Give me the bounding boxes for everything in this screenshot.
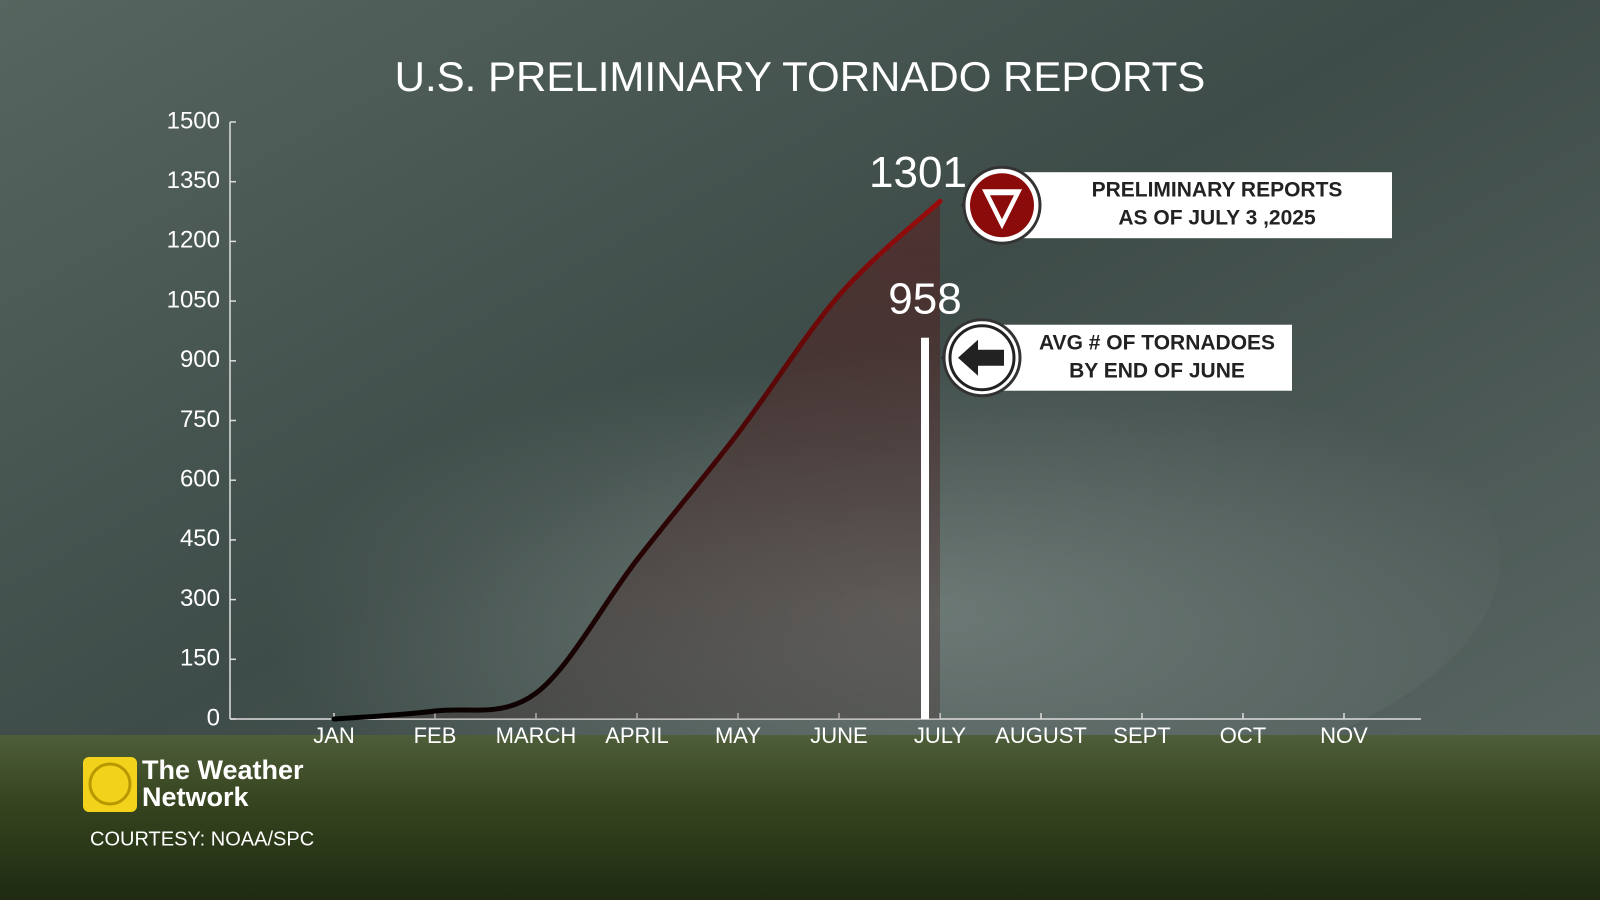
grass — [0, 735, 1600, 900]
y-tick-label: 750 — [180, 406, 220, 433]
area — [334, 201, 940, 719]
callout-box — [992, 324, 1292, 391]
callout-icon — [958, 339, 1004, 376]
brand-globe — [88, 762, 132, 806]
brand-name: The Weather — [142, 755, 304, 785]
x-tick-label: AUGUST — [995, 723, 1087, 748]
line — [331, 198, 943, 722]
x-tick-label: JUNE — [810, 723, 867, 748]
x-tick-label: APRIL — [605, 723, 669, 748]
x-tick-label: OCT — [1220, 723, 1266, 748]
y-tick-label: 900 — [180, 346, 220, 373]
x-tick-label: FEB — [414, 723, 457, 748]
y-tick-label: 1200 — [167, 227, 220, 254]
y-tick-label: 150 — [180, 645, 220, 672]
y-tick-label: 1500 — [167, 107, 220, 134]
brand-name: Network — [142, 782, 250, 812]
callout-text: PRELIMINARY REPORTS — [1092, 179, 1343, 202]
callout-text: BY END OF JUNE — [1069, 359, 1245, 382]
y-tick-label: 300 — [180, 585, 220, 612]
x-tick-label: JULY — [914, 723, 966, 748]
callout-icon — [990, 195, 1014, 220]
x-tick-label: MAY — [715, 723, 761, 748]
brand: The Weather Network COURTESY: NOAA/SPC — [83, 755, 314, 850]
average-label: 958 — [888, 274, 961, 323]
plot: 0 150 300 450 600 750 900 1050 1200 1350 1500 JAN FE… — [167, 107, 1421, 748]
callout-text: AS OF JULY 3 ,2025 — [1118, 207, 1316, 230]
x-tick-label: SEPT — [1113, 723, 1170, 748]
y-tick-label: 0 — [207, 704, 220, 731]
callout-box — [1012, 172, 1392, 239]
average-bar — [921, 337, 929, 719]
data-label: 1301 — [869, 148, 967, 197]
callout-text: AVG # OF TORNADOES — [1039, 331, 1275, 354]
y-tick-label: 1050 — [167, 286, 220, 313]
x-tick-label: MARCH — [496, 723, 577, 748]
chart-title: U.S. PRELIMINARY TORNADO REPORTS — [395, 53, 1206, 100]
y-tick-label: 1350 — [167, 167, 220, 194]
y-tick-label: 600 — [180, 466, 220, 493]
x-tick-label: NOV — [1320, 723, 1368, 748]
x-tick-label: JAN — [313, 723, 355, 748]
y-tick-label: 450 — [180, 525, 220, 552]
credit: COURTESY: NOAA/SPC — [90, 828, 314, 850]
